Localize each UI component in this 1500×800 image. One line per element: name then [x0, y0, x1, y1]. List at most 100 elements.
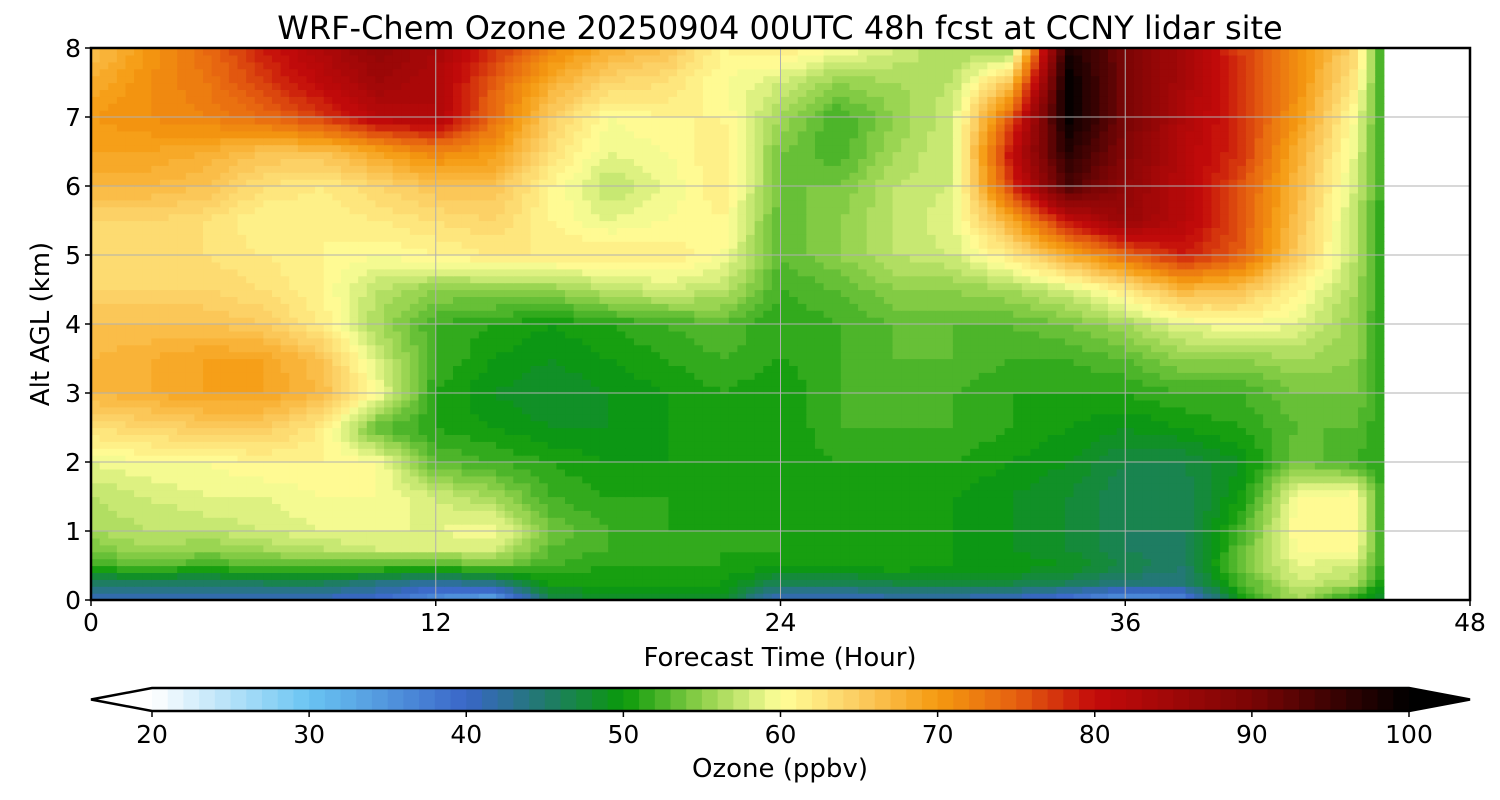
heatmap-cell	[1013, 475, 1023, 484]
heatmap-cell	[659, 386, 670, 394]
heatmap-cell	[418, 524, 428, 532]
heatmap-cell	[194, 496, 204, 504]
heatmap-cell	[237, 448, 247, 456]
heatmap-cell	[530, 455, 540, 463]
heatmap-cell	[1056, 593, 1066, 600]
heatmap-cell	[746, 510, 756, 518]
heatmap-cell	[582, 413, 592, 422]
heatmap-cell	[1271, 537, 1281, 546]
heatmap-cell	[1366, 503, 1376, 511]
heatmap-cell	[823, 406, 833, 415]
heatmap-cell	[116, 393, 127, 401]
heatmap-cell	[720, 413, 730, 422]
heatmap-cell	[918, 531, 928, 539]
heatmap-cell	[1056, 565, 1066, 573]
heatmap-cell	[159, 537, 170, 546]
heatmap-cell	[995, 572, 1006, 580]
heatmap-cell	[211, 372, 221, 380]
heatmap-cell	[780, 372, 790, 380]
heatmap-cell	[332, 468, 342, 477]
heatmap-cell	[177, 406, 187, 415]
heatmap-cell	[254, 468, 264, 477]
heatmap-cell	[452, 386, 463, 394]
heatmap-cell	[418, 462, 428, 470]
heatmap-cell	[590, 393, 601, 401]
heatmap-cell	[901, 475, 911, 484]
heatmap-cell	[375, 496, 385, 504]
heatmap-cell	[573, 386, 583, 394]
heatmap-cell	[814, 593, 825, 600]
heatmap-cell	[1004, 524, 1014, 532]
heatmap-cell	[125, 489, 135, 498]
heatmap-cell	[1332, 565, 1342, 573]
heatmap-cell	[1064, 399, 1075, 408]
heatmap-cell	[1099, 393, 1109, 401]
heatmap-cell	[254, 441, 264, 449]
heatmap-cell	[323, 413, 333, 422]
heatmap-cell	[849, 468, 859, 477]
heatmap-cell	[487, 524, 497, 532]
heatmap-cell	[323, 551, 333, 560]
heatmap-cell	[771, 420, 782, 429]
heatmap-cell	[237, 558, 247, 567]
heatmap-cell	[866, 393, 876, 401]
heatmap-cell	[315, 510, 325, 518]
heatmap-cell	[573, 489, 583, 498]
heatmap-cell	[789, 462, 799, 470]
heatmap-cell	[685, 496, 695, 504]
heatmap-cell	[995, 593, 1006, 600]
heatmap-cell	[1202, 593, 1213, 600]
heatmap-cell	[1021, 399, 1032, 408]
heatmap-cell	[306, 489, 316, 498]
heatmap-cell	[832, 510, 842, 518]
heatmap-cell	[668, 537, 678, 546]
heatmap-cell	[203, 524, 213, 532]
heatmap-cell	[1297, 496, 1307, 504]
heatmap-cell	[789, 551, 799, 560]
heatmap-cell	[1263, 565, 1273, 573]
heatmap-cell	[228, 558, 239, 567]
heatmap-cell	[297, 531, 308, 539]
heatmap-cell	[521, 593, 532, 600]
heatmap-cell	[789, 427, 799, 435]
heatmap-cell	[763, 579, 773, 587]
heatmap-cell	[220, 593, 230, 600]
heatmap-cell	[340, 482, 351, 491]
heatmap-cell	[737, 372, 747, 380]
heatmap-cell	[1194, 579, 1204, 587]
heatmap-cell	[616, 455, 626, 463]
heatmap-cell	[556, 579, 566, 587]
heatmap-cell	[530, 448, 540, 456]
heatmap-cell	[289, 393, 299, 401]
heatmap-cell	[754, 544, 764, 553]
heatmap-cell	[1004, 510, 1014, 518]
heatmap-cell	[1090, 462, 1100, 470]
heatmap-cell	[1099, 551, 1109, 560]
heatmap-cell	[323, 372, 333, 380]
heatmap-cell	[1263, 551, 1273, 560]
heatmap-cell	[435, 482, 445, 491]
heatmap-cell	[840, 565, 851, 573]
heatmap-cell	[125, 393, 135, 401]
heatmap-cell	[125, 448, 135, 456]
heatmap-cell	[797, 544, 807, 553]
heatmap-cell	[452, 455, 463, 463]
heatmap-cell	[1099, 489, 1109, 498]
heatmap-cell	[435, 475, 445, 484]
heatmap-cell	[590, 399, 601, 408]
heatmap-cell	[496, 420, 506, 429]
heatmap-cell	[582, 475, 592, 484]
heatmap-cell	[746, 579, 756, 587]
heatmap-cell	[513, 462, 523, 470]
heatmap-cell	[1185, 537, 1195, 546]
heatmap-cell	[1211, 489, 1221, 498]
heatmap-cell	[927, 537, 937, 546]
heatmap-cell	[263, 489, 273, 498]
heatmap-cell	[1340, 393, 1350, 401]
heatmap-cell	[840, 386, 851, 394]
heatmap-cell	[142, 372, 152, 380]
heatmap-cell	[883, 593, 894, 600]
heatmap-cell	[1133, 379, 1144, 387]
heatmap-cell	[565, 448, 575, 456]
heatmap-cell	[435, 586, 445, 594]
